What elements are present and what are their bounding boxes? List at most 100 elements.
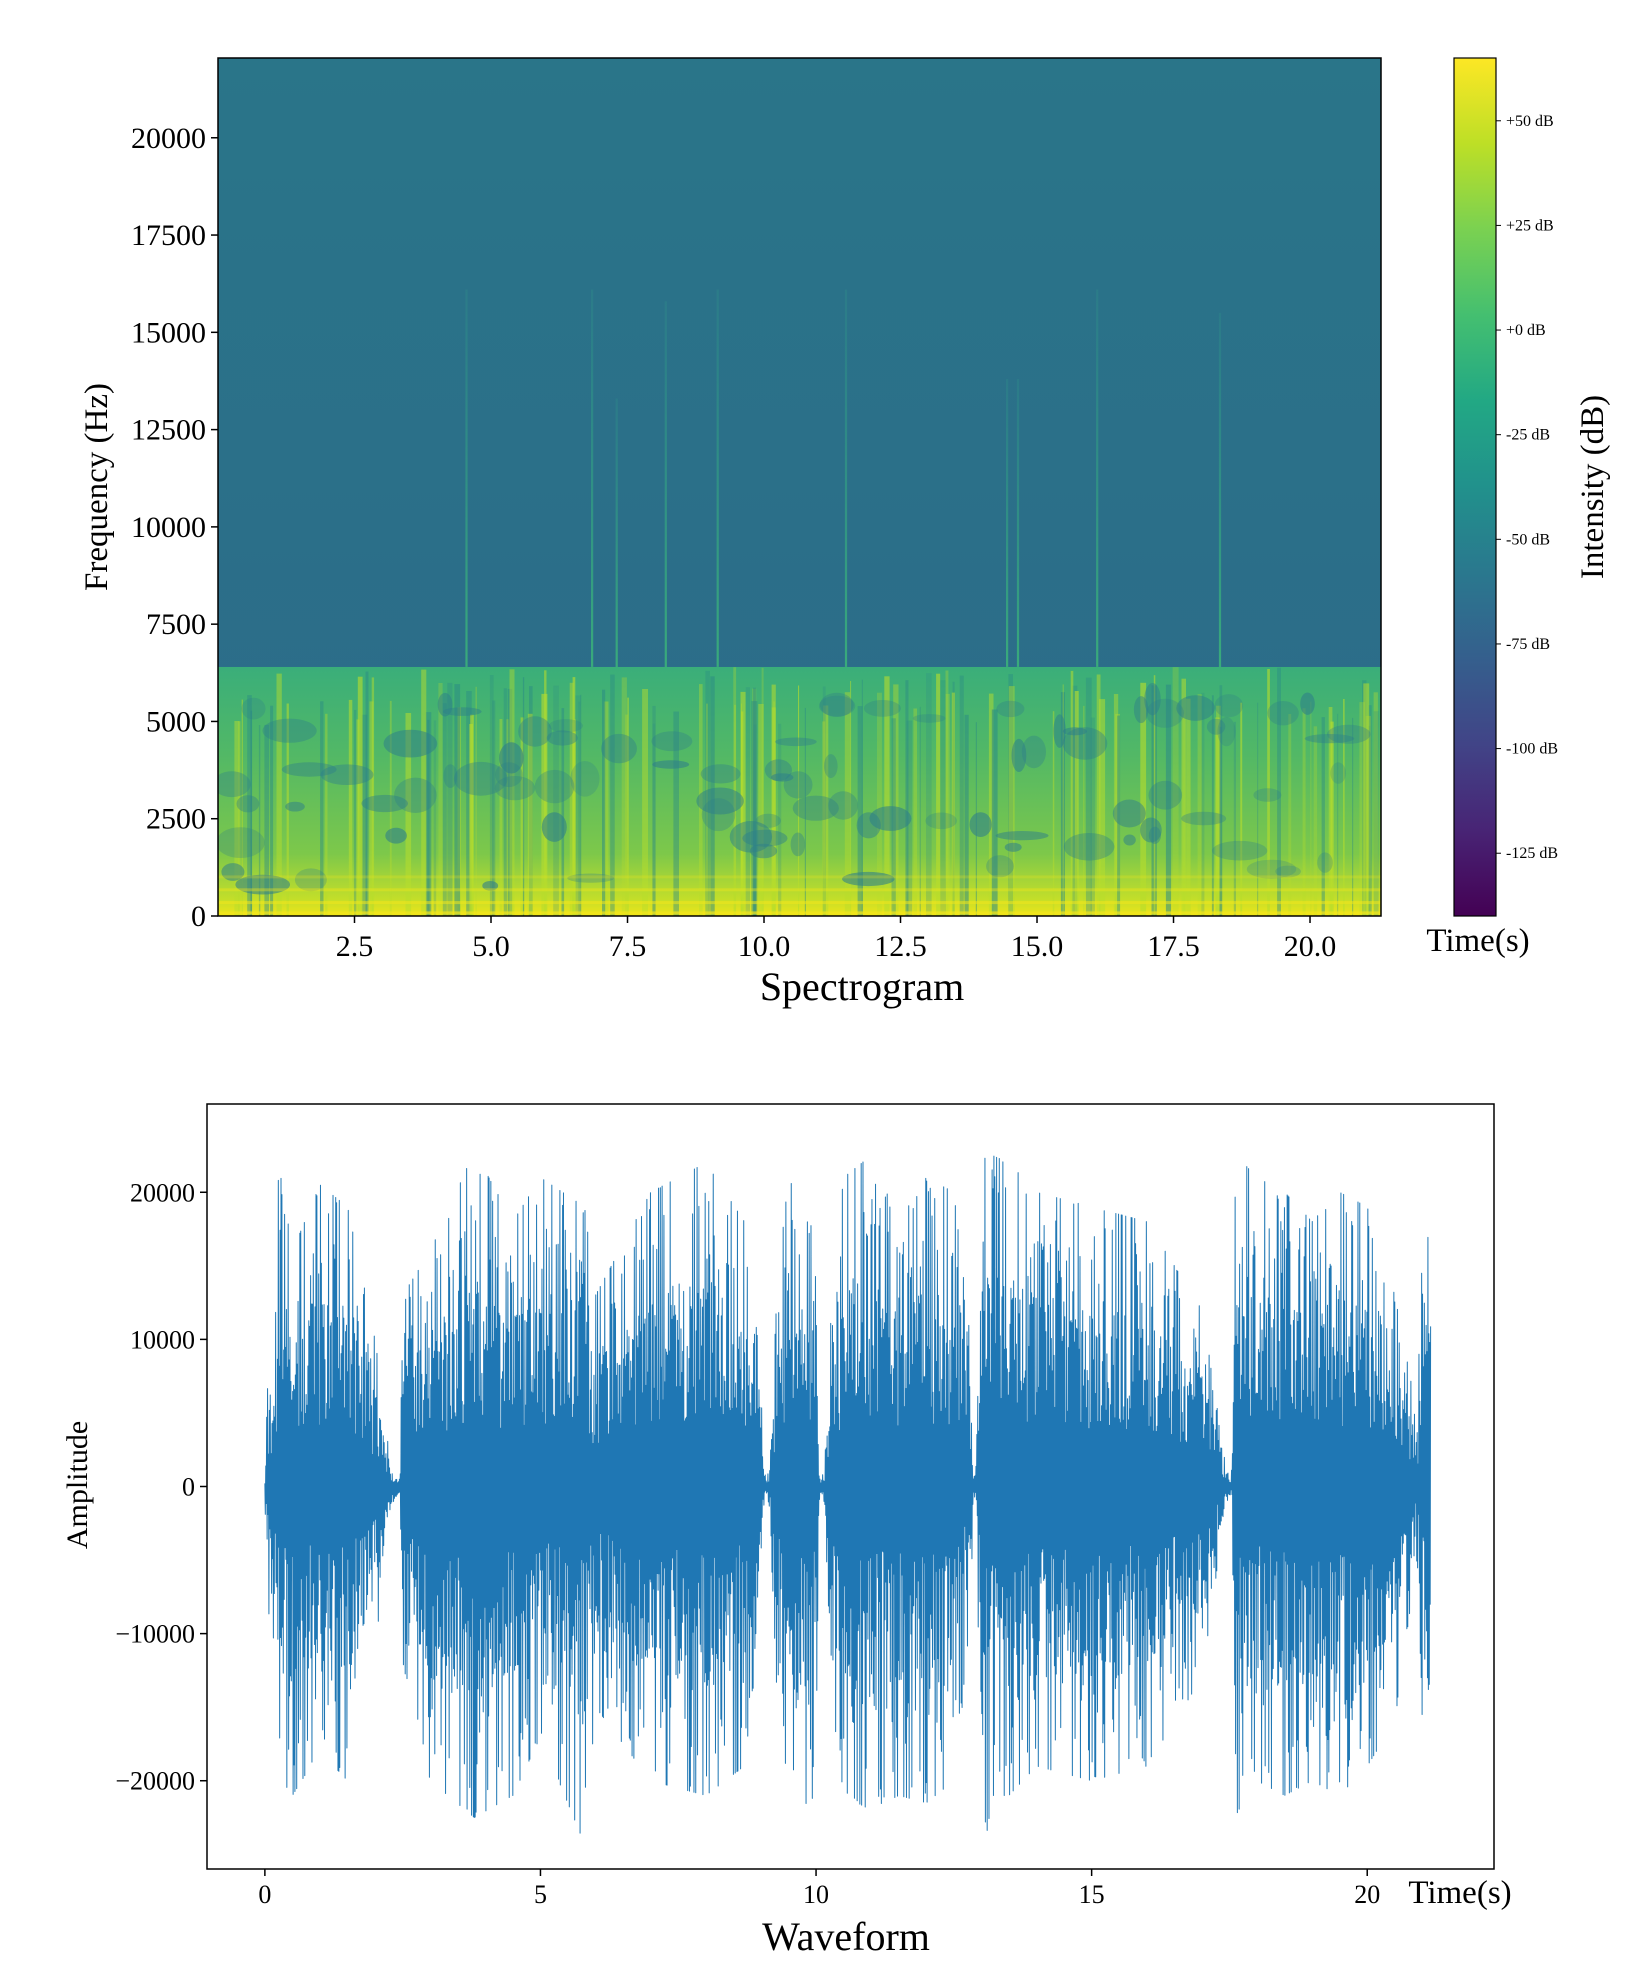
spectrogram-y-tick-label: 17500 [131,219,206,252]
spectrogram-dark-patch [285,801,305,812]
spectrogram-dark-patch [651,731,693,752]
spectrogram-dark-patch [1004,842,1022,852]
spectrogram-dark-patch [969,812,992,837]
spectrogram-dark-patch [437,692,453,717]
spectrogram-dark-patch [294,868,327,892]
spectrogram-dark-stripe [529,686,533,916]
spectrogram-bright-stripe [348,699,353,916]
spectrogram-dark-stripe [959,675,964,916]
spectrogram-dark-stripe [578,701,581,916]
colorbar-tick-label: -75 dB [1506,636,1550,653]
spectrogram-dark-patch [996,700,1025,718]
waveform-y-tick-label: −20000 [115,1767,195,1796]
spectrogram-harmonic-band [218,875,1381,879]
spectrogram-dark-stripe [1368,705,1372,916]
spectrogram-x-tick-label: 2.5 [336,930,374,963]
spectrogram-dark-patch [534,769,575,804]
spectrogram-dark-patch [1214,694,1244,718]
spectrogram-dark-patch [1140,817,1162,843]
spectrogram-dark-patch [842,871,895,887]
spectrogram-bright-stripe [506,719,510,916]
spectrogram-dark-patch [570,761,600,797]
spectrogram-bright-stripe [1310,701,1312,916]
spectrogram-dark-patch [1212,840,1268,861]
spectrogram-bright-stripe [470,714,474,916]
spectrogram-dark-stripe [507,688,513,916]
spectrogram-transient-line [1016,379,1020,667]
spectrogram-dark-patch [443,707,482,716]
spectrogram-dark-stripe [258,725,261,916]
spectrogram-dark-patch [1330,762,1346,784]
spectrogram-dark-patch [790,832,806,857]
spectrogram-bright-stripe [1099,699,1106,916]
spectrogram-dark-patch [1053,714,1066,748]
spectrogram-dark-stripe [1117,715,1121,916]
spectrogram-dark-stripe [940,680,946,916]
spectrogram-dark-stripe [926,673,932,916]
spectrogram-bright-stripe [421,669,427,916]
spectrogram-dark-stripe [1165,684,1172,916]
spectrogram-bright-stripe [1330,721,1334,916]
spectrogram-harmonics [218,875,1381,915]
colorbar-gradient [1454,58,1496,916]
spectrogram-dark-patch [1176,695,1215,721]
waveform-x-tick-label: 5 [534,1880,547,1909]
spectrogram-dark-patch [912,714,946,723]
spectrogram-bright-stripe [945,693,950,916]
spectrogram-y-ticks: 0 2500 5000 7500 10000 12500 15000 17500 20000 [131,122,218,933]
spectrogram-dark-stripe [1072,685,1078,916]
spectrogram-bright-stripe [798,685,800,916]
spectrogram-bright-stripe [1008,686,1015,916]
spectrogram-dark-patch [1246,859,1297,879]
colorbar: +50 dB +25 dB +0 dB -25 dB -50 dB -75 dB -100 … [1453,57,1611,917]
spectrogram-dark-stripe [320,701,324,916]
spectrogram-bright-stripe [1240,702,1243,916]
spectrogram-dark-patch [236,795,260,813]
spectrogram-dark-stripe [1201,692,1205,916]
spectrogram-dark-stripe [503,688,507,916]
spectrogram-dark-stripe [522,677,525,916]
spectrogram-dark-stripe [991,709,998,916]
spectrogram-dark-patch [1144,683,1161,716]
spectrogram-x-tick-label: 20.0 [1284,930,1337,963]
waveform-series-line [264,1155,1432,1834]
spectrogram-dark-patch [1275,865,1301,878]
spectrogram-dark-patch [320,764,374,785]
spectrogram-dark-patch [1267,701,1299,726]
spectrogram-bright-stripe [741,711,744,916]
spectrogram-dark-stripe [553,685,559,916]
spectrogram-bright-stripe [1140,682,1147,916]
spectrogram-dark-patch [828,791,859,820]
spectrogram-dark-patch [1317,852,1333,873]
spectrogram-dark-patch [986,855,1014,878]
spectrogram-y-tick-label: 7500 [146,608,206,641]
spectrogram-bright-stripe [1313,726,1318,916]
spectrogram-dark-stripe [1321,717,1325,916]
spectrogram-y-tick-label: 15000 [131,316,206,349]
spectrogram-bright-stripe [823,705,829,916]
spectrogram-dark-patch [1300,692,1315,715]
spectrogram-bright-stripe [1181,678,1186,916]
spectrogram-dark-patch [1148,780,1183,810]
spectrogram-dark-patch [546,730,578,746]
spectrogram-bright-stripe [1070,670,1074,916]
spectrogram-bright-stripe [527,713,533,916]
spectrogram-dark-patch [764,759,793,781]
colorbar-tick-label: +25 dB [1506,217,1554,234]
spectrogram-y-tick-label: 12500 [131,414,206,447]
colorbar-ticks: +50 dB +25 dB +0 dB -25 dB -50 dB -75 dB -100 … [1496,113,1558,862]
spectrogram-dark-stripe [1085,677,1092,916]
spectrogram-bright-stripe [822,721,826,916]
spectrogram-dark-stripe [919,706,921,916]
spectrogram-dark-patch [1021,735,1046,769]
spectrogram-dark-patch [383,729,438,758]
spectrogram-bright-stripe [389,700,392,916]
spectrogram-bright-stripe [405,713,412,916]
spectrogram-dark-patch [567,873,615,883]
spectrogram-transient-line [716,289,719,667]
spectrogram-dark-stripe [425,712,432,916]
spectrogram-dark-stripe [857,706,863,916]
spectrogram-dark-patch [241,697,266,720]
spectrogram-dark-stripe [610,674,615,916]
